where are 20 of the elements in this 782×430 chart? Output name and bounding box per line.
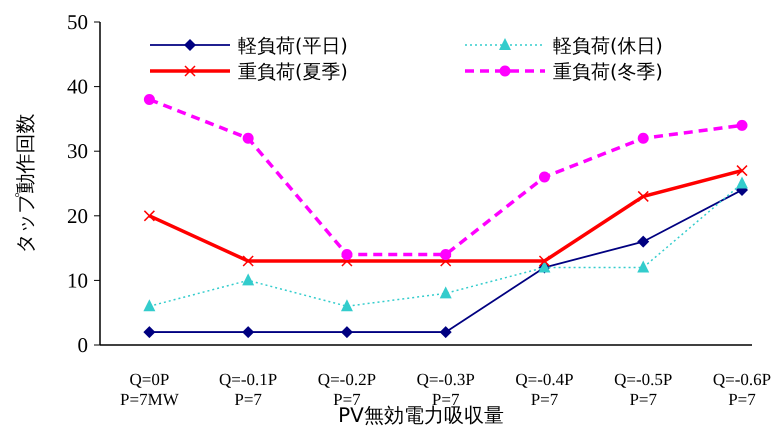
y-tick-label: 50: [67, 10, 88, 34]
legend-item: 軽負荷(休日): [465, 35, 663, 57]
legend-label: 重負荷(夏季): [238, 61, 348, 83]
y-tick-label: 0: [78, 333, 88, 357]
y-tick-label: 30: [67, 139, 88, 164]
x-tick-label: Q=-0.4P P=7: [515, 370, 574, 409]
x-tick-label: Q=-0.6P P=7: [712, 370, 772, 409]
y-tick-label: 20: [67, 204, 88, 228]
x-tick-label: Q=-0.5P P=7: [614, 370, 672, 409]
legend-label: 軽負荷(平日): [238, 35, 348, 57]
legend-item: 重負荷(冬季): [465, 61, 663, 83]
legend-item: 重負荷(夏季): [150, 61, 348, 83]
legend-label: 軽負荷(休日): [553, 35, 663, 57]
x-tick-label: Q=-0.1P P=7: [219, 370, 278, 409]
x-tick-label: Q=0P P=7MW: [120, 370, 180, 409]
y-axis-title: タップ動作回数: [13, 114, 37, 254]
y-tick-label: 10: [67, 268, 88, 292]
y-tick-label: 40: [67, 74, 88, 99]
legend-item: 軽負荷(平日): [150, 35, 348, 57]
legend-label: 重負荷(冬季): [553, 61, 663, 83]
